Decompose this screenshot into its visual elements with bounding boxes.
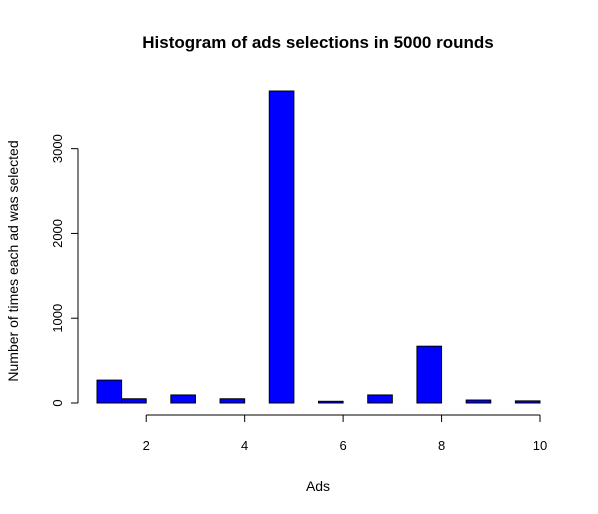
- y-axis: 0 1000 2000 3000: [50, 134, 79, 407]
- y-tick-label: 0: [50, 399, 65, 406]
- y-tick-label: 2000: [50, 219, 65, 248]
- bars-group: [96, 90, 541, 404]
- y-axis-label: Number of times each ad was selected: [5, 140, 21, 381]
- histogram-bar-6: [318, 400, 344, 404]
- histogram-bar-8: [416, 345, 443, 404]
- x-axis: 2 4 6 8 10: [143, 414, 547, 453]
- histogram-bar-2: [121, 398, 147, 404]
- histogram-bar-7: [367, 394, 393, 404]
- histogram-bar-3: [170, 394, 196, 404]
- histogram-bar-5: [268, 90, 295, 404]
- histogram-bar-1: [96, 379, 123, 404]
- chart-title: Histogram of ads selections in 5000 roun…: [142, 33, 493, 52]
- x-axis-label: Ads: [306, 478, 330, 494]
- histogram-bar-10: [514, 400, 541, 404]
- y-tick-label: 1000: [50, 304, 65, 333]
- y-tick-label: 3000: [50, 134, 65, 163]
- histogram-bar-4: [219, 398, 246, 404]
- histogram-bar-9: [465, 399, 492, 404]
- x-tick-label: 10: [533, 438, 547, 453]
- x-tick-label: 8: [438, 438, 445, 453]
- x-tick-label: 6: [339, 438, 346, 453]
- x-tick-label: 2: [143, 438, 150, 453]
- x-tick-label: 4: [241, 438, 248, 453]
